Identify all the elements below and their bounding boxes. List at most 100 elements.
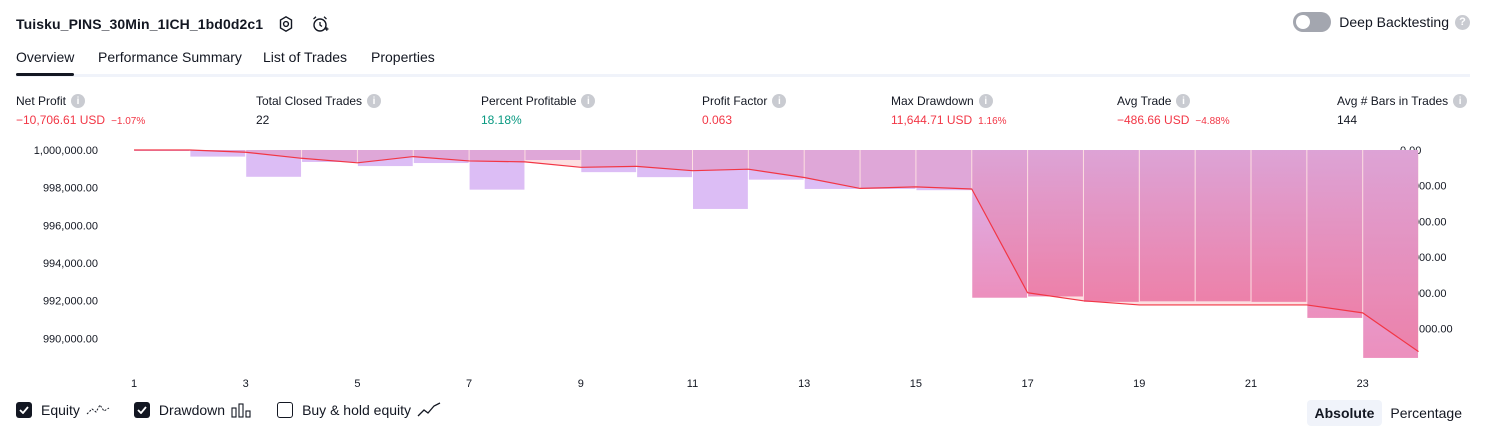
x-tick-label: 21 — [1245, 378, 1257, 390]
drawdown-bar — [1363, 150, 1419, 358]
equity-drawdown-chart: 1,000,000.00 998,000.00 996,000.00 994,000.… — [34, 145, 1453, 390]
percentage-button[interactable]: Percentage — [1390, 405, 1462, 421]
x-tick-label: 11 — [687, 378, 698, 390]
absolute-button[interactable]: Absolute — [1306, 400, 1383, 426]
metric-percent-profitable: Percent Profitable i 18.18% — [481, 94, 596, 127]
metric-total-closed-trades: Total Closed Trades i 22 — [256, 94, 382, 127]
equity-series — [134, 149, 1419, 353]
legend-drawdown-label: Drawdown — [158, 402, 226, 418]
equity-line — [134, 149, 1419, 353]
drawdown-series — [134, 150, 1419, 358]
x-tick-label: 23 — [1357, 378, 1369, 390]
drawdown-bar — [1139, 150, 1195, 302]
tab-bar: Overview Performance Summary List of Tra… — [16, 44, 1470, 77]
x-tick-label: 3 — [243, 378, 249, 390]
metric-label: Max Drawdown — [891, 94, 974, 108]
x-tick-label: 19 — [1133, 378, 1145, 390]
drawdown-bar — [860, 150, 916, 189]
chart-legend: Equity Drawdown Buy & hold equity — [16, 402, 465, 418]
info-icon[interactable]: i — [1176, 94, 1191, 108]
x-tick-label: 5 — [354, 378, 360, 390]
metric-percent: −4.88% — [1195, 116, 1230, 127]
drawdown-bar — [1028, 150, 1083, 297]
left-tick-label: 1,000,000.00 — [34, 145, 98, 157]
metric-value: 11,644.71 USD — [891, 113, 973, 127]
metric-max-drawdown: Max Drawdown i 11,644.71 USD 1.16% — [891, 94, 1007, 127]
metric-value: −10,706.61 USD — [16, 113, 106, 127]
scale-mode-toggle: Absolute Percentage — [1306, 400, 1471, 426]
left-tick-label: 996,000.00 — [43, 220, 98, 232]
drawdown-bar — [357, 150, 413, 167]
x-tick-label: 13 — [798, 378, 810, 390]
drawdown-bar — [525, 150, 581, 161]
left-tick-label: 990,000.00 — [43, 333, 98, 345]
info-icon[interactable]: i — [367, 94, 382, 108]
metric-label: Avg Trade — [1117, 94, 1172, 108]
x-tick-label: 9 — [578, 378, 584, 390]
metric-percent: 1.16% — [978, 116, 1007, 127]
drawdown-bar — [972, 150, 1028, 298]
left-axis: 1,000,000.00 998,000.00 996,000.00 994,000.… — [34, 145, 98, 345]
gear-icon[interactable] — [275, 13, 297, 35]
drawdown-bar — [693, 150, 748, 209]
info-icon[interactable]: i — [1453, 94, 1468, 108]
equity-checkbox[interactable] — [16, 402, 32, 418]
legend-drawdown[interactable]: Drawdown — [133, 402, 253, 418]
drawdown-bar — [469, 150, 525, 190]
drawdown-bar — [1251, 150, 1307, 302]
info-icon[interactable]: i — [772, 94, 787, 108]
metric-avg-bars: Avg # Bars in Trades i 144 — [1337, 94, 1468, 127]
equity-area — [134, 150, 1419, 352]
deep-backtesting: Deep Backtesting ? — [1293, 12, 1470, 32]
metric-percent: −1.07% — [111, 116, 146, 127]
drawdown-bars-icon — [231, 403, 251, 418]
info-icon[interactable]: i — [978, 94, 993, 108]
deep-backtesting-label: Deep Backtesting — [1339, 14, 1449, 30]
x-tick-label: 7 — [466, 378, 472, 390]
metric-label: Avg # Bars in Trades — [1337, 94, 1449, 108]
drawdown-bar — [916, 150, 972, 191]
left-tick-label: 998,000.00 — [43, 183, 98, 195]
x-tick-label: 17 — [1021, 378, 1033, 390]
drawdown-bar — [190, 150, 246, 157]
legend-equity-label: Equity — [41, 402, 80, 418]
metric-value: 144 — [1337, 113, 1358, 127]
drawdown-bar — [302, 150, 357, 162]
metric-profit-factor: Profit Factor i 0.063 — [702, 94, 787, 127]
drawdown-bar — [637, 150, 692, 178]
equity-line-icon — [86, 404, 110, 415]
metric-label: Total Closed Trades — [256, 94, 363, 108]
tab-overview[interactable]: Overview — [16, 49, 75, 76]
drawdown-bar — [246, 150, 302, 177]
info-icon[interactable]: i — [71, 94, 86, 108]
tab-list-of-trades[interactable]: List of Trades — [263, 49, 348, 65]
metric-label: Profit Factor — [702, 94, 768, 108]
deep-backtesting-toggle[interactable] — [1293, 12, 1332, 32]
drawdown-bar — [1195, 150, 1251, 302]
metric-net-profit: Net Profit i −10,706.61 USD −1.07% — [16, 94, 145, 127]
left-tick-label: 994,000.00 — [43, 258, 98, 270]
left-tick-label: 992,000.00 — [43, 296, 98, 308]
drawdown-bar — [748, 150, 804, 180]
info-icon[interactable]: i — [581, 94, 596, 108]
metric-value: 0.063 — [702, 113, 733, 127]
legend-equity[interactable]: Equity — [16, 402, 110, 418]
metric-label: Percent Profitable — [481, 94, 577, 108]
metric-value: 18.18% — [481, 113, 522, 127]
legend-buy-hold-label: Buy & hold equity — [302, 402, 412, 418]
alarm-add-icon[interactable] — [309, 13, 331, 35]
tab-performance-summary[interactable]: Performance Summary — [98, 49, 242, 65]
strategy-header: Tuisku_PINS_30Min_1ICH_1bd0d2c1 — [16, 10, 331, 38]
metric-value: −486.66 USD — [1117, 113, 1190, 127]
x-axis: 1 3 5 7 9 11 13 15 17 19 21 23 — [131, 378, 1369, 390]
equity-area-fill — [134, 150, 1419, 352]
legend-buy-hold[interactable]: Buy & hold equity — [277, 402, 441, 418]
x-tick-label: 15 — [910, 378, 922, 390]
tab-properties[interactable]: Properties — [371, 49, 435, 65]
metric-label: Net Profit — [16, 94, 67, 108]
strategy-title: Tuisku_PINS_30Min_1ICH_1bd0d2c1 — [16, 16, 264, 32]
buy-hold-line-icon — [417, 402, 441, 417]
help-icon[interactable]: ? — [1455, 14, 1470, 30]
buy-hold-checkbox[interactable] — [277, 402, 294, 418]
drawdown-checkbox[interactable] — [133, 402, 150, 418]
